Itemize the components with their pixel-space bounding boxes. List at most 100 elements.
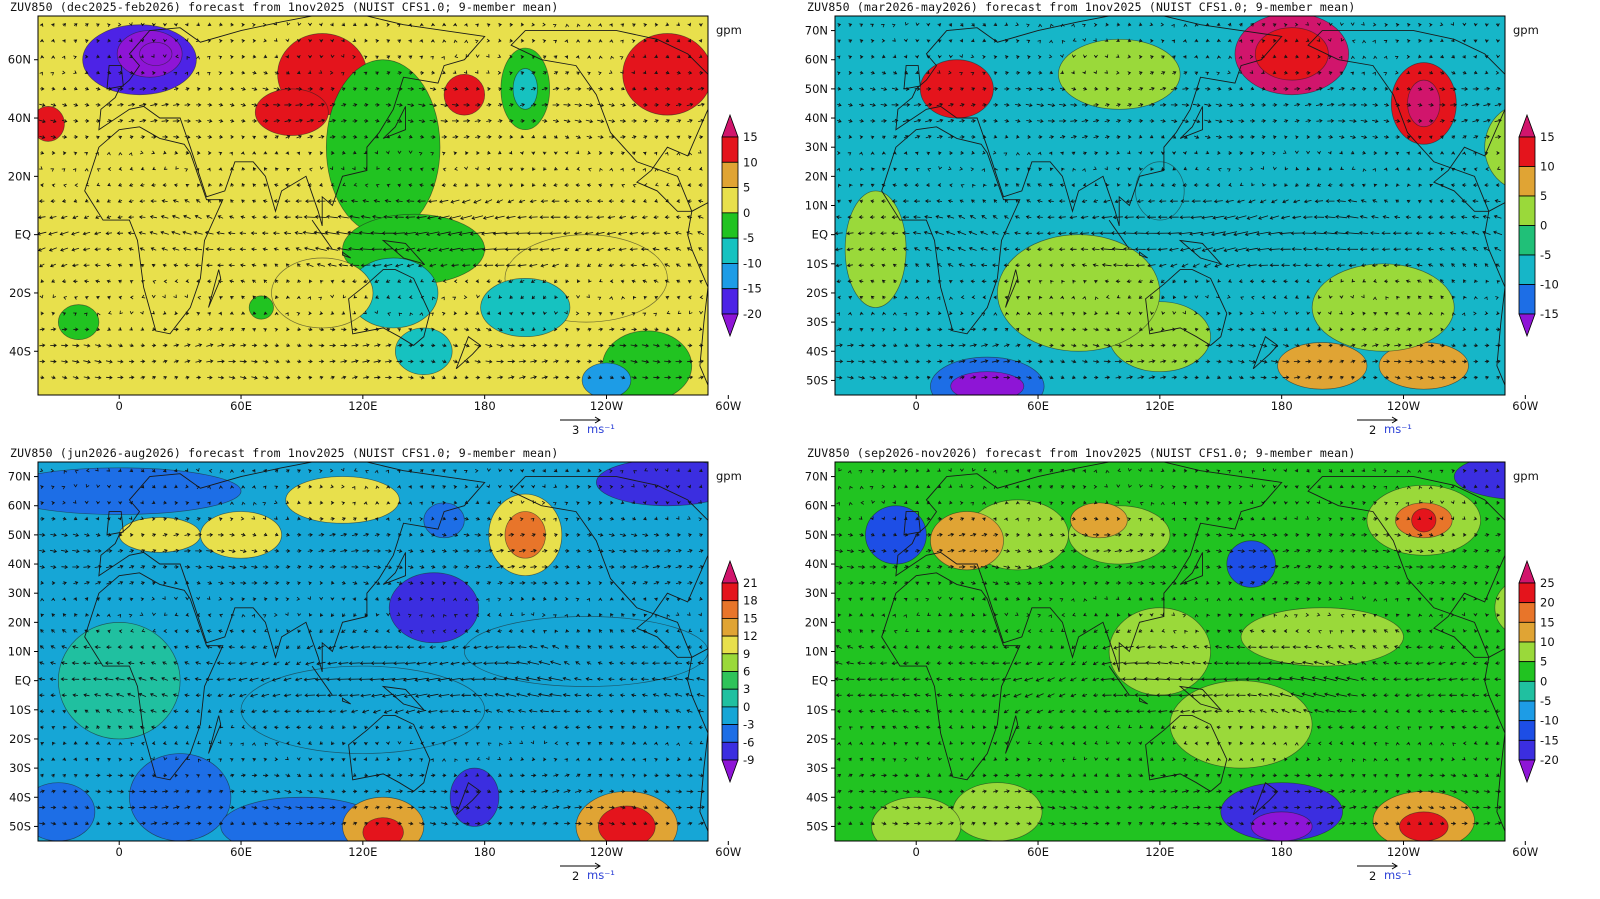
wind-vector <box>151 150 156 155</box>
wind-vector <box>240 581 247 585</box>
wind-vector <box>73 581 79 585</box>
wind-vector <box>1294 548 1301 553</box>
wind-vector <box>1014 375 1022 380</box>
wind-vector <box>73 55 77 60</box>
wind-vector <box>697 215 704 219</box>
wind-vector <box>1258 215 1269 220</box>
wind-vector <box>1440 295 1444 300</box>
wind-vector <box>1026 565 1032 569</box>
wind-vector <box>241 38 246 43</box>
wind-vector <box>72 343 80 348</box>
wind-vector <box>239 549 247 553</box>
wind-vector <box>364 773 369 778</box>
wind-vector <box>1294 150 1299 155</box>
wind-vector <box>1093 564 1100 569</box>
units-label: gpm <box>716 469 742 483</box>
wind-vector <box>532 500 537 504</box>
wind-vector <box>1439 87 1446 91</box>
wind-vector <box>62 789 67 794</box>
wind-vector <box>892 500 896 505</box>
wind-vector <box>1094 86 1099 91</box>
wind-vector <box>1026 39 1031 44</box>
wind-vector <box>699 310 704 315</box>
wind-vector <box>1328 565 1334 569</box>
wind-vector <box>482 677 495 681</box>
wind-vector <box>848 103 853 107</box>
wind-vector <box>218 629 223 634</box>
wind-vector <box>1183 166 1188 171</box>
wind-vector <box>576 549 581 553</box>
wind-vector <box>251 789 258 794</box>
y-tick-label: 30N <box>8 586 31 600</box>
wind-vector <box>652 359 661 364</box>
wind-vector <box>1405 502 1410 506</box>
wind-vector <box>1183 55 1187 59</box>
wind-vector <box>417 199 426 204</box>
wind-vector <box>1462 167 1467 172</box>
wind-vector <box>1451 532 1456 537</box>
wind-vector <box>1116 22 1121 27</box>
wind-vector <box>39 468 44 473</box>
wind-vector <box>1025 103 1033 107</box>
wind-vector <box>1383 39 1388 44</box>
wind-vector <box>1015 183 1020 187</box>
wind-vector <box>464 279 469 284</box>
wind-vector <box>1406 86 1411 91</box>
wind-vector <box>230 724 235 729</box>
wind-vector <box>373 199 380 203</box>
wind-vector <box>881 263 886 268</box>
wind-vector <box>1071 485 1076 489</box>
wind-vector <box>218 596 223 601</box>
wind-vector <box>1200 231 1215 236</box>
wind-vector <box>476 151 480 155</box>
wind-vector <box>163 517 168 521</box>
wind-vector <box>1060 312 1064 316</box>
wind-vector <box>497 375 504 380</box>
wind-vector <box>902 102 911 107</box>
wind-vector <box>621 581 625 586</box>
wind-vector <box>698 38 703 43</box>
wind-vector <box>517 645 527 649</box>
wind-vector <box>848 119 853 123</box>
wind-vector <box>82 247 90 252</box>
wind-vector <box>185 150 190 155</box>
wind-vector <box>630 263 637 268</box>
wind-vector <box>273 661 280 666</box>
wind-vector <box>587 613 592 617</box>
wind-vector <box>497 311 502 316</box>
wind-vector <box>548 676 563 681</box>
wind-vector <box>949 311 953 316</box>
coastline <box>382 552 406 585</box>
wind-vector <box>1302 215 1313 220</box>
wind-vector <box>1150 55 1154 59</box>
wind-vector <box>1058 247 1066 252</box>
wind-vector <box>73 23 78 27</box>
wind-vector <box>341 103 347 107</box>
wind-vector <box>971 199 975 203</box>
wind-vector <box>464 613 469 618</box>
wind-vector <box>395 263 404 268</box>
wind-vector <box>496 548 505 553</box>
wind-vector <box>508 327 514 332</box>
wind-vector <box>51 311 56 316</box>
wind-vector <box>1194 23 1199 27</box>
wind-vector <box>106 709 112 714</box>
wind-vector <box>1015 119 1021 123</box>
wind-vector <box>521 612 525 617</box>
wind-vector <box>508 375 515 380</box>
wind-vector <box>61 55 66 60</box>
wind-vector <box>84 757 89 762</box>
wind-vector <box>1450 359 1457 364</box>
wind-vector <box>207 375 213 380</box>
wind-vector <box>1228 311 1232 316</box>
wind-vector <box>308 613 313 617</box>
wind-vector <box>1291 247 1302 252</box>
wind-vector <box>629 677 638 682</box>
wind-vector <box>520 311 525 316</box>
wind-vector <box>676 343 682 348</box>
wind-vector <box>1061 279 1065 284</box>
wind-vector <box>1239 86 1244 91</box>
wind-vector <box>676 773 682 778</box>
wind-vector <box>1338 55 1343 60</box>
